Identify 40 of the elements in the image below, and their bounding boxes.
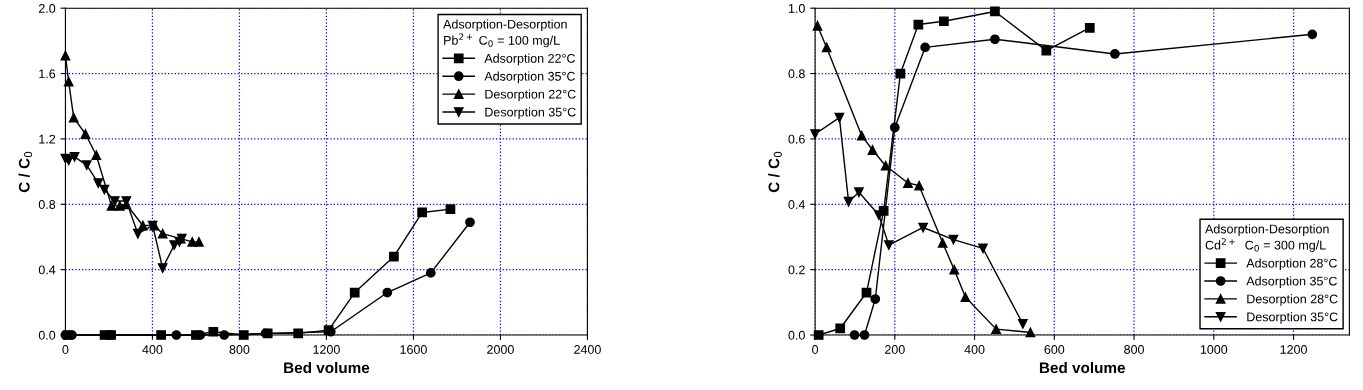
x-tick-label: 800 xyxy=(1124,345,1144,354)
y-axis-title: C / C$_{0}$ xyxy=(18,151,33,193)
x-tick-label: 2000 xyxy=(487,345,514,354)
y-tick-label: 1.6 xyxy=(39,69,56,79)
x-tick-label: 800 xyxy=(229,345,250,354)
y-tick-label: 0.6 xyxy=(788,134,805,144)
legend-label: Adsorption 22°C xyxy=(484,53,576,66)
y-tick-label: 1.2 xyxy=(39,134,56,144)
legend-label: Desorption 28°C xyxy=(1247,294,1338,306)
y-tick-label: 0.4 xyxy=(38,265,56,275)
x-tick-label: 1000 xyxy=(1200,345,1228,354)
x-tick-label: 0 xyxy=(812,345,819,354)
x-tick-label: 1200 xyxy=(1280,345,1307,354)
x-tick-label: 600 xyxy=(1044,345,1065,354)
y-tick-label: 1.0 xyxy=(788,3,805,13)
y-axis-title: C / C$_{0}$ xyxy=(768,151,782,193)
text: Adsorption-Desorption Cd$^{2+}$ C$_{0}$ = 300 mg/L xyxy=(1205,224,1329,253)
y-tick-label: 0.0 xyxy=(788,330,805,340)
legend-label: Adsorption 35°C xyxy=(484,71,576,84)
x-tick-label: 400 xyxy=(142,345,163,354)
y-tick-label: 0.2 xyxy=(788,265,805,275)
legend-label: Adsorption 28°C xyxy=(1246,258,1337,271)
y-tick-label: 0.4 xyxy=(788,200,805,209)
legend-label: Desorption 35°C xyxy=(1247,312,1338,324)
x-tick-label: 1200 xyxy=(313,345,340,354)
legend-label: Desorption 35°C xyxy=(485,107,576,119)
x-tick-label: 400 xyxy=(964,345,985,354)
y-tick-label: 0.8 xyxy=(788,69,805,79)
legend-title: Adsorption-Desorption Pb$^{2+}$ C$_{0}$ = 100 mg/L xyxy=(443,19,567,48)
legend-label: Adsorption 35°C xyxy=(1246,276,1337,288)
y-tick-label: 2.0 xyxy=(38,3,56,13)
y-tick-label: 0.0 xyxy=(38,330,56,340)
x-tick-label: 2400 xyxy=(574,345,601,354)
x-tick-label: 0 xyxy=(62,345,69,354)
legend-label: Desorption 22°C xyxy=(485,89,576,102)
y-tick-label: 0.8 xyxy=(38,200,56,209)
x-tick-label: 200 xyxy=(885,345,905,354)
x-axis-title: Bed volume xyxy=(1039,361,1125,374)
x-axis-title: Bed volume xyxy=(284,361,370,374)
x-tick-label: 1600 xyxy=(400,345,427,354)
